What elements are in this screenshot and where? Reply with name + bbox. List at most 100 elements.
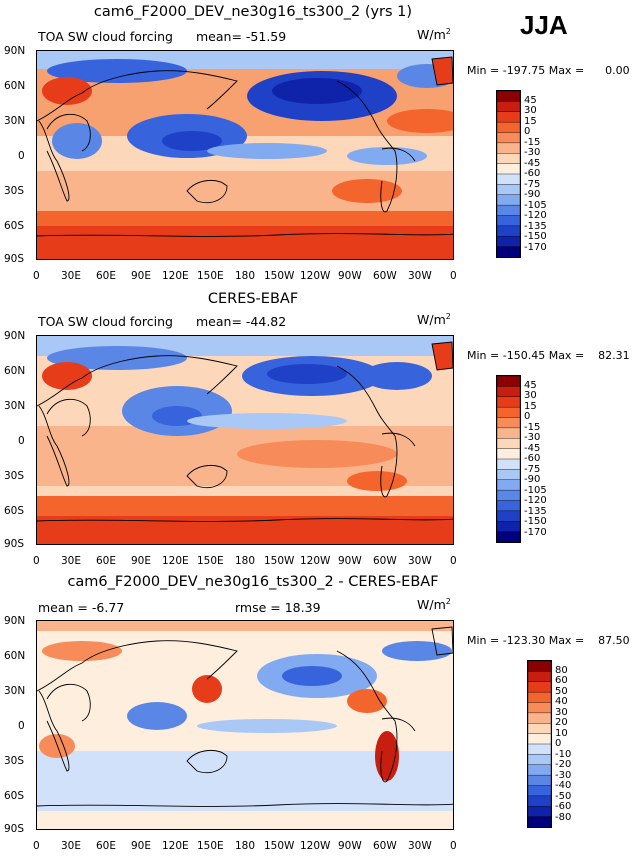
p1-antarctic-band <box>37 226 453 259</box>
colorbar-level-label: 45 <box>524 94 537 106</box>
p3-africa-pos <box>39 734 75 758</box>
colorbar-swatch <box>497 246 520 257</box>
lat-tick: 60S <box>4 220 25 232</box>
lon-tick: 30E <box>61 270 81 282</box>
lon-tick: 60E <box>96 270 116 282</box>
lon-tick: 120W <box>300 840 331 852</box>
lon-tick: 120E <box>162 555 189 567</box>
lon-tick: 150E <box>197 840 224 852</box>
colorbar-level-label: -105 <box>524 484 547 496</box>
panel-1-mean-label: mean= <box>196 29 242 44</box>
lon-tick: 120W <box>300 555 331 567</box>
units-superscript: 2 <box>445 26 451 36</box>
p3-north-pacific-core <box>282 666 342 686</box>
colorbar-swatch <box>528 671 551 683</box>
colorbar-level-label: -105 <box>524 199 547 211</box>
panel-2-units: W/m2 <box>417 312 451 327</box>
panel-3-map <box>36 620 454 830</box>
p2-north-atlantic-cloud <box>362 362 432 390</box>
colorbar-swatch <box>497 225 520 237</box>
panel-1-units: W/m2 <box>417 27 451 42</box>
colorbar-level-label: -60 <box>524 453 541 464</box>
colorbar-swatch <box>497 500 520 512</box>
lon-tick: 0 <box>450 270 457 282</box>
colorbar-swatch <box>497 204 520 217</box>
lon-tick: 60E <box>96 555 116 567</box>
colorbar-swatch <box>497 510 520 522</box>
lat-tick: 90S <box>4 823 25 835</box>
colorbar-swatch <box>497 91 520 103</box>
lon-tick: 60W <box>373 555 397 567</box>
colorbar-level-label: 40 <box>555 696 568 707</box>
colorbar-level-label: -75 <box>524 178 541 190</box>
colorbar-level-label: 20 <box>555 717 568 728</box>
p2-subtropic-pacific <box>237 440 397 468</box>
p3-east-asia-pos <box>192 675 222 703</box>
lon-tick: 120W <box>300 270 331 282</box>
p3-arctic-band <box>37 621 453 631</box>
colorbar-swatch <box>497 489 520 502</box>
p3-europe-pos <box>42 641 122 661</box>
colorbar-level-label: 30 <box>555 706 568 718</box>
colorbar-swatch <box>497 215 520 227</box>
colorbar-level-label: -150 <box>524 516 547 527</box>
colorbar-level-label: -60 <box>524 168 541 179</box>
colorbar-swatch <box>497 236 520 248</box>
colorbar-level-label: -40 <box>555 780 572 791</box>
panel-2-field-svg <box>37 336 453 544</box>
units-text: W/m <box>417 27 446 42</box>
p2-greenland <box>432 342 453 370</box>
colorbar-swatch <box>497 101 520 113</box>
panel-3-rmse: rmse = 18.39 <box>235 600 321 615</box>
lat-tick: 30S <box>4 470 25 482</box>
colorbar-swatch <box>497 386 520 398</box>
p2-eurasia-cloud <box>47 346 187 370</box>
colorbar-level-label: 80 <box>555 664 568 676</box>
lon-tick: 150W <box>264 555 295 567</box>
lat-tick: 0 <box>18 150 25 162</box>
colorbar-swatch <box>497 121 520 134</box>
lon-tick: 0 <box>33 270 40 282</box>
colorbar-level-label: -170 <box>524 526 547 538</box>
colorbar-level-label: -150 <box>524 231 547 242</box>
p3-indian-neg <box>127 702 187 730</box>
colorbar-level-label: 30 <box>524 105 537 116</box>
lon-tick: 0 <box>33 840 40 852</box>
panel-1-mean: mean= -51.59 <box>196 29 286 44</box>
colorbar-level-label: -15 <box>524 421 541 433</box>
panel-2-colorbar-svg <box>497 376 520 542</box>
p1-coastlines <box>37 56 453 237</box>
p2-sahara-patch <box>42 362 92 390</box>
p3-central-america-pos <box>347 689 387 713</box>
colorbar-level-label: -90 <box>524 189 541 200</box>
lon-tick: 150E <box>197 555 224 567</box>
colorbar-swatch <box>497 406 520 419</box>
colorbar-swatch <box>497 521 520 533</box>
colorbar-level-label: 15 <box>524 400 537 412</box>
colorbar-swatch <box>497 153 520 165</box>
lon-tick: 30W <box>408 270 432 282</box>
lat-tick: 60S <box>4 790 25 802</box>
lat-tick: 30N <box>4 115 26 127</box>
lat-tick: 30N <box>4 400 26 412</box>
colorbar-swatch <box>497 396 520 408</box>
p1-greenland <box>432 57 453 85</box>
lon-tick: 180 <box>235 555 256 567</box>
panel-2-mean-value: -44.82 <box>245 314 287 329</box>
panel-3-mean: mean = -6.77 <box>38 600 124 615</box>
p1-itcz-cloud <box>207 143 327 159</box>
lon-tick: 90W <box>338 555 362 567</box>
lon-tick: 90E <box>131 270 151 282</box>
lon-tick: 60W <box>373 840 397 852</box>
colorbar-swatch <box>528 743 551 756</box>
colorbar-swatch <box>528 661 551 673</box>
p1-north-pacific-core <box>272 78 362 104</box>
lon-tick: 90W <box>338 840 362 852</box>
colorbar-level-label: -80 <box>555 811 572 823</box>
colorbar-swatch <box>528 774 551 787</box>
colorbar-level-label: -20 <box>555 759 572 770</box>
panel-2-left-label: TOA SW cloud forcing <box>38 314 173 329</box>
colorbar-swatch <box>528 723 551 735</box>
lon-tick: 90W <box>338 270 362 282</box>
lat-tick: 90S <box>4 253 25 265</box>
